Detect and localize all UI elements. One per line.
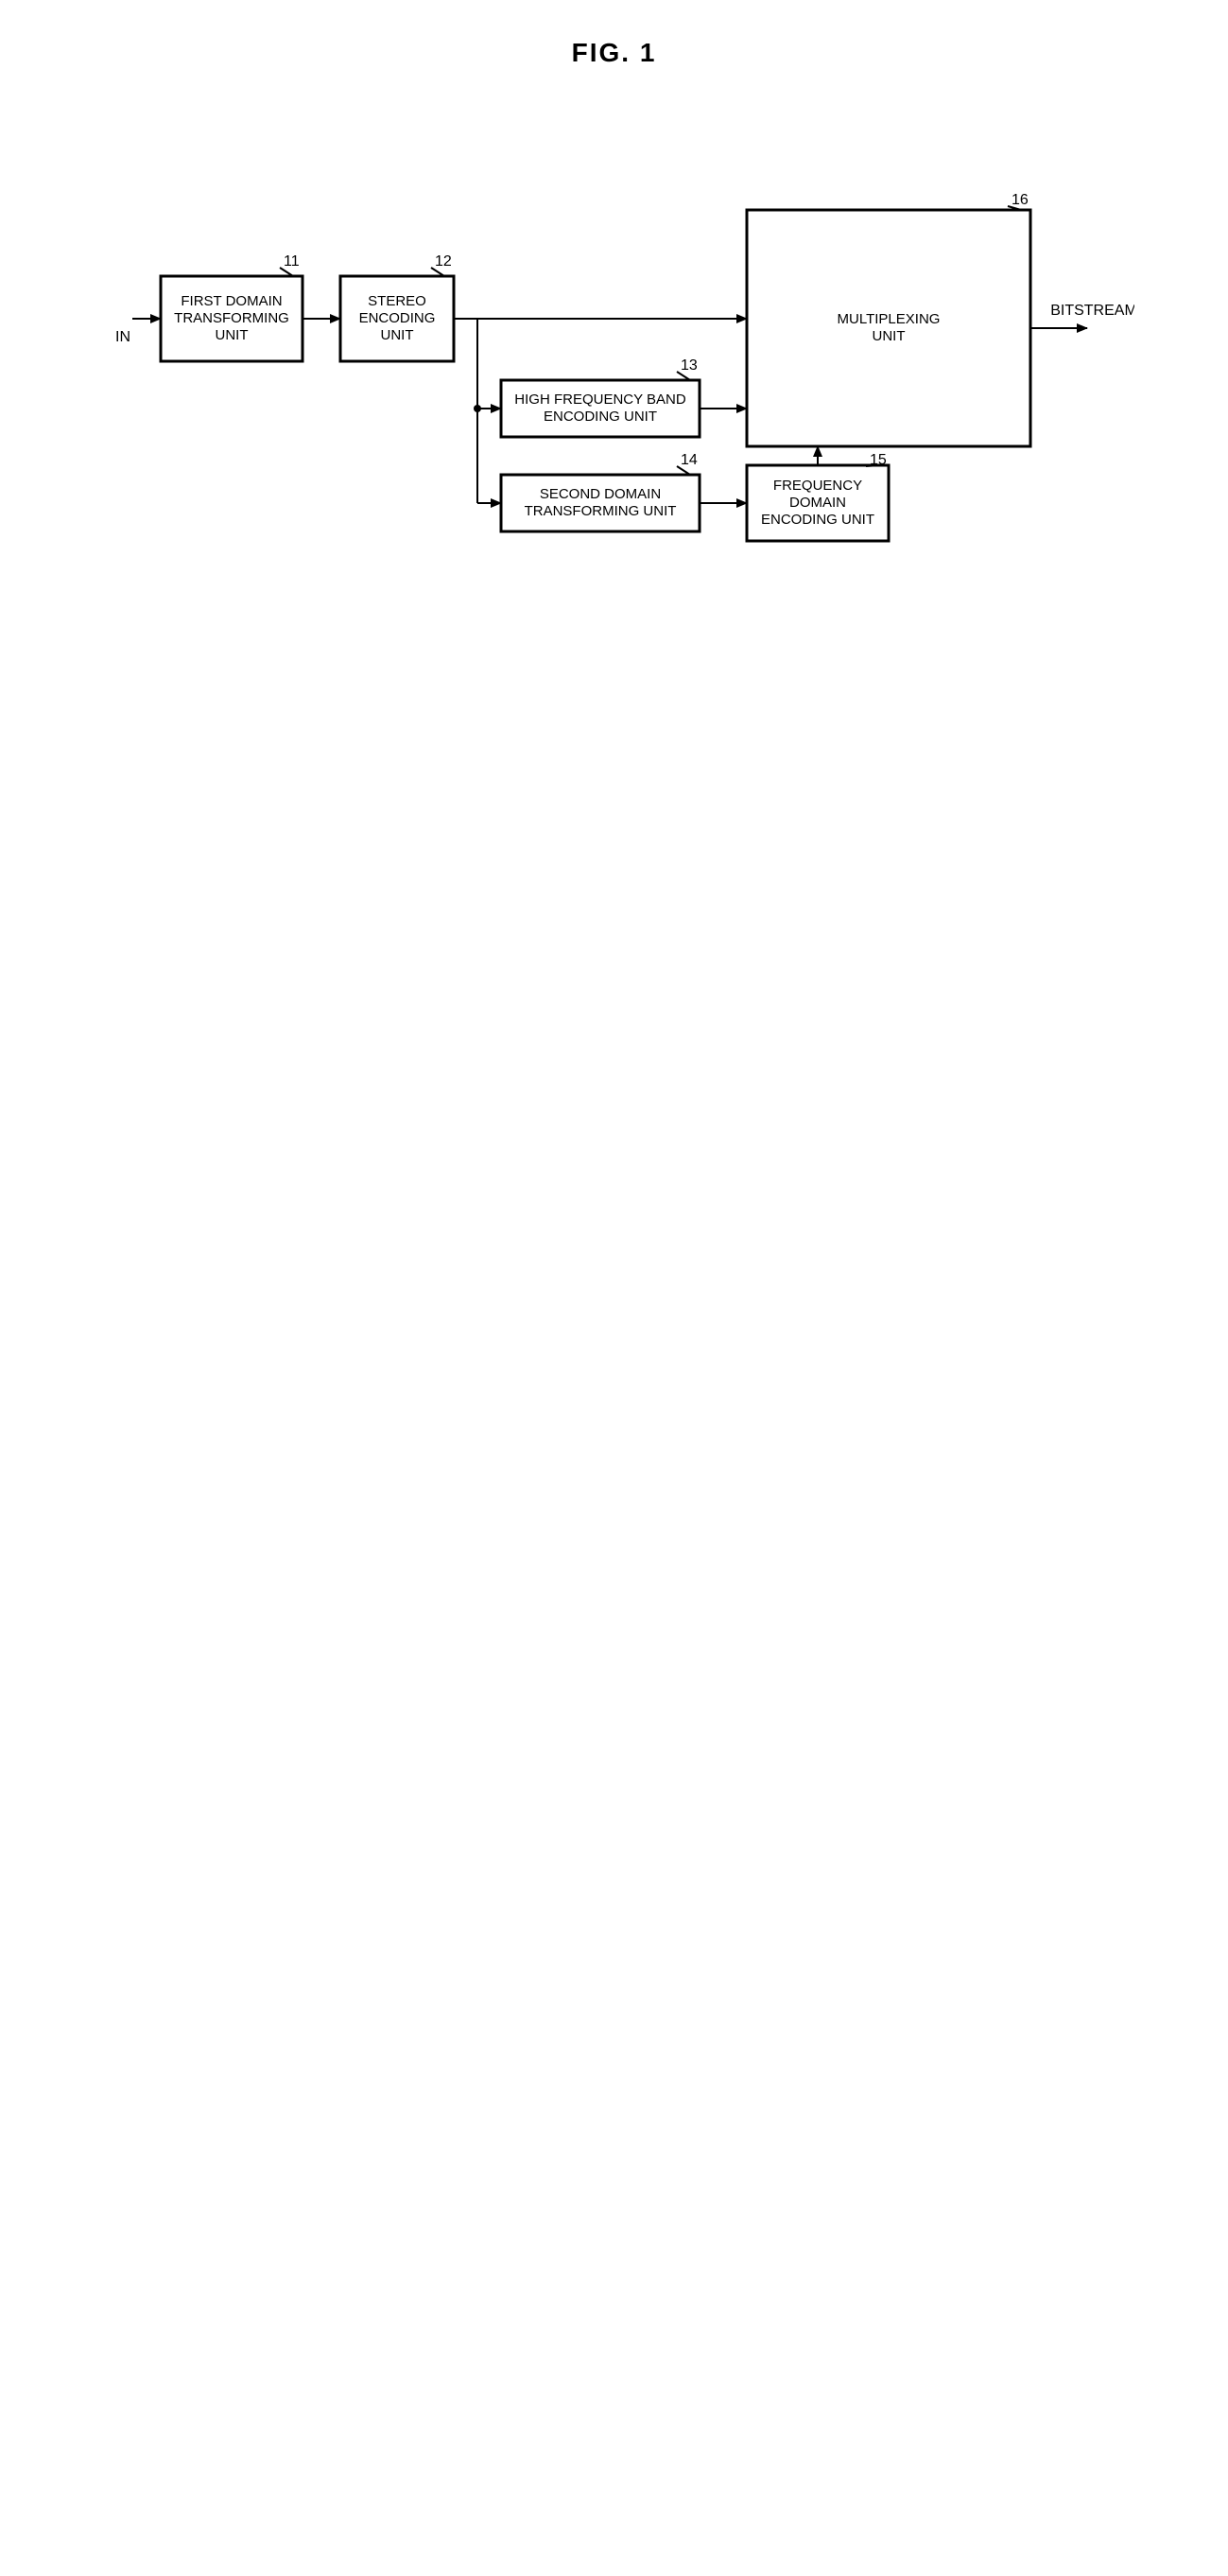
input-label: IN bbox=[115, 329, 130, 345]
block-15-label: DOMAIN bbox=[789, 495, 846, 511]
block-12-label: ENCODING bbox=[358, 310, 435, 326]
block-13-label: ENCODING UNIT bbox=[544, 409, 657, 425]
ref-12: 12 bbox=[435, 253, 452, 270]
block-11-label: UNIT bbox=[215, 327, 248, 343]
output-label: BITSTREAM bbox=[1050, 303, 1134, 319]
block-14-label: SECOND DOMAIN bbox=[539, 486, 660, 502]
block-12-label: UNIT bbox=[380, 327, 413, 343]
block-12-label: STEREO bbox=[368, 293, 426, 309]
block-15-label: FREQUENCY bbox=[772, 478, 861, 494]
figure-title: FIG. 1 bbox=[38, 38, 1190, 68]
block-11-label: FIRST DOMAIN bbox=[181, 293, 282, 309]
ref-14: 14 bbox=[681, 452, 698, 468]
block-15-label: ENCODING UNIT bbox=[761, 512, 874, 528]
block-11-label: TRANSFORMING bbox=[174, 310, 289, 326]
ref-11: 11 bbox=[284, 253, 300, 270]
block-13-label: HIGH FREQUENCY BAND bbox=[514, 392, 686, 408]
block-16-label: UNIT bbox=[872, 328, 905, 344]
ref-16: 16 bbox=[1012, 192, 1029, 208]
ref-13: 13 bbox=[681, 357, 698, 374]
block-diagram: FIRST DOMAINTRANSFORMINGUNITSTEREOENCODI… bbox=[38, 96, 1190, 588]
block-14-label: TRANSFORMING UNIT bbox=[524, 503, 676, 519]
block-16-label: MULTIPLEXING bbox=[837, 311, 940, 327]
